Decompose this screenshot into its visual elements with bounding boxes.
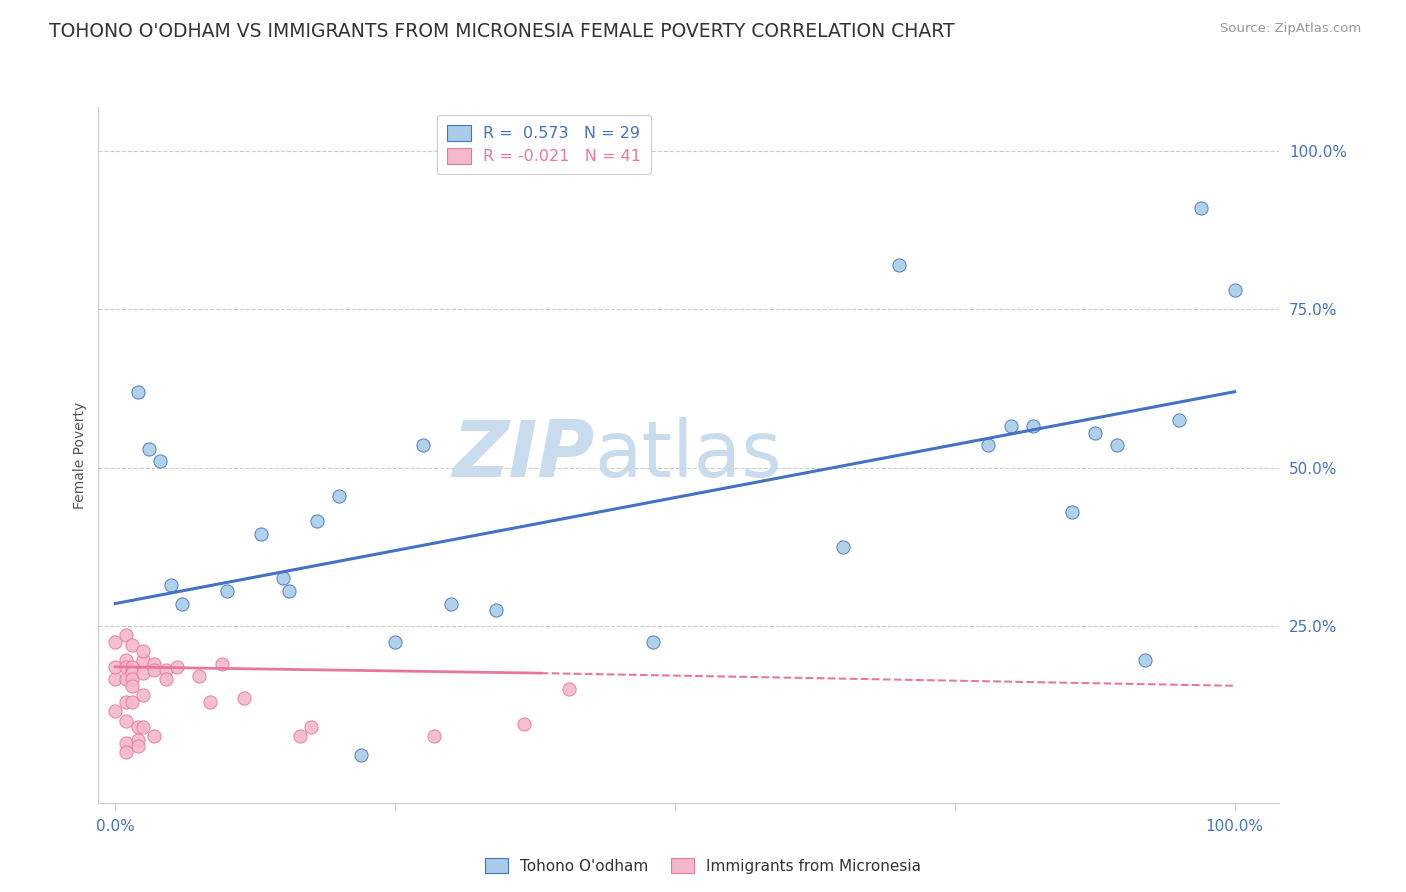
Point — [172, 597, 194, 611]
Point — [350, 748, 373, 763]
Point — [271, 571, 294, 585]
Point — [115, 673, 138, 687]
Point — [1062, 505, 1084, 519]
Point — [121, 695, 143, 709]
Point — [485, 603, 508, 617]
Point — [160, 577, 183, 591]
Point — [115, 653, 138, 667]
Point — [115, 660, 138, 674]
Point — [641, 634, 664, 648]
Point — [127, 739, 149, 753]
Point — [138, 442, 160, 456]
Point — [149, 454, 172, 468]
Point — [1223, 284, 1246, 298]
Point — [887, 258, 910, 272]
Point — [121, 679, 143, 693]
Point — [166, 660, 188, 674]
Point — [211, 657, 233, 671]
Point — [217, 583, 239, 598]
Text: ZIP: ZIP — [453, 417, 595, 493]
Point — [513, 716, 536, 731]
Point — [132, 653, 155, 667]
Point — [127, 384, 149, 399]
Point — [143, 663, 166, 677]
Point — [288, 730, 311, 744]
Point — [188, 669, 211, 683]
Point — [115, 628, 138, 642]
Point — [121, 666, 143, 681]
Point — [328, 489, 350, 503]
Point — [127, 732, 149, 747]
Point — [115, 745, 138, 759]
Point — [121, 660, 143, 674]
Point — [249, 527, 271, 541]
Point — [1133, 653, 1156, 667]
Point — [277, 583, 299, 598]
Point — [115, 695, 138, 709]
Point — [104, 673, 127, 687]
Point — [155, 673, 177, 687]
Text: 100.0%: 100.0% — [1206, 819, 1264, 834]
Point — [233, 691, 256, 706]
Point — [104, 634, 127, 648]
Point — [440, 597, 463, 611]
Point — [200, 695, 222, 709]
Point — [1022, 419, 1045, 434]
Point — [557, 681, 579, 696]
Point — [143, 657, 166, 671]
Text: atlas: atlas — [595, 417, 782, 493]
Point — [155, 663, 177, 677]
Point — [121, 638, 143, 652]
Point — [384, 634, 406, 648]
Legend: R =  0.573   N = 29, R = -0.021   N = 41: R = 0.573 N = 29, R = -0.021 N = 41 — [437, 115, 651, 174]
Y-axis label: Female Poverty: Female Poverty — [73, 401, 87, 508]
Text: TOHONO O'ODHAM VS IMMIGRANTS FROM MICRONESIA FEMALE POVERTY CORRELATION CHART: TOHONO O'ODHAM VS IMMIGRANTS FROM MICRON… — [49, 22, 955, 41]
Point — [299, 720, 322, 734]
Point — [423, 730, 446, 744]
Point — [412, 438, 434, 452]
Point — [305, 514, 328, 528]
Point — [132, 644, 155, 658]
Point — [127, 720, 149, 734]
Point — [132, 720, 155, 734]
Point — [831, 540, 853, 554]
Point — [132, 688, 155, 702]
Legend: Tohono O'odham, Immigrants from Micronesia: Tohono O'odham, Immigrants from Micrones… — [478, 852, 928, 880]
Point — [115, 736, 138, 750]
Point — [1084, 425, 1107, 440]
Point — [104, 704, 127, 718]
Point — [143, 730, 166, 744]
Point — [121, 673, 143, 687]
Point — [1189, 201, 1212, 215]
Text: Source: ZipAtlas.com: Source: ZipAtlas.com — [1220, 22, 1361, 36]
Point — [104, 660, 127, 674]
Point — [132, 666, 155, 681]
Point — [115, 714, 138, 728]
Point — [1000, 419, 1022, 434]
Point — [1107, 438, 1129, 452]
Point — [977, 438, 1000, 452]
Text: 0.0%: 0.0% — [96, 819, 135, 834]
Point — [1167, 413, 1189, 427]
